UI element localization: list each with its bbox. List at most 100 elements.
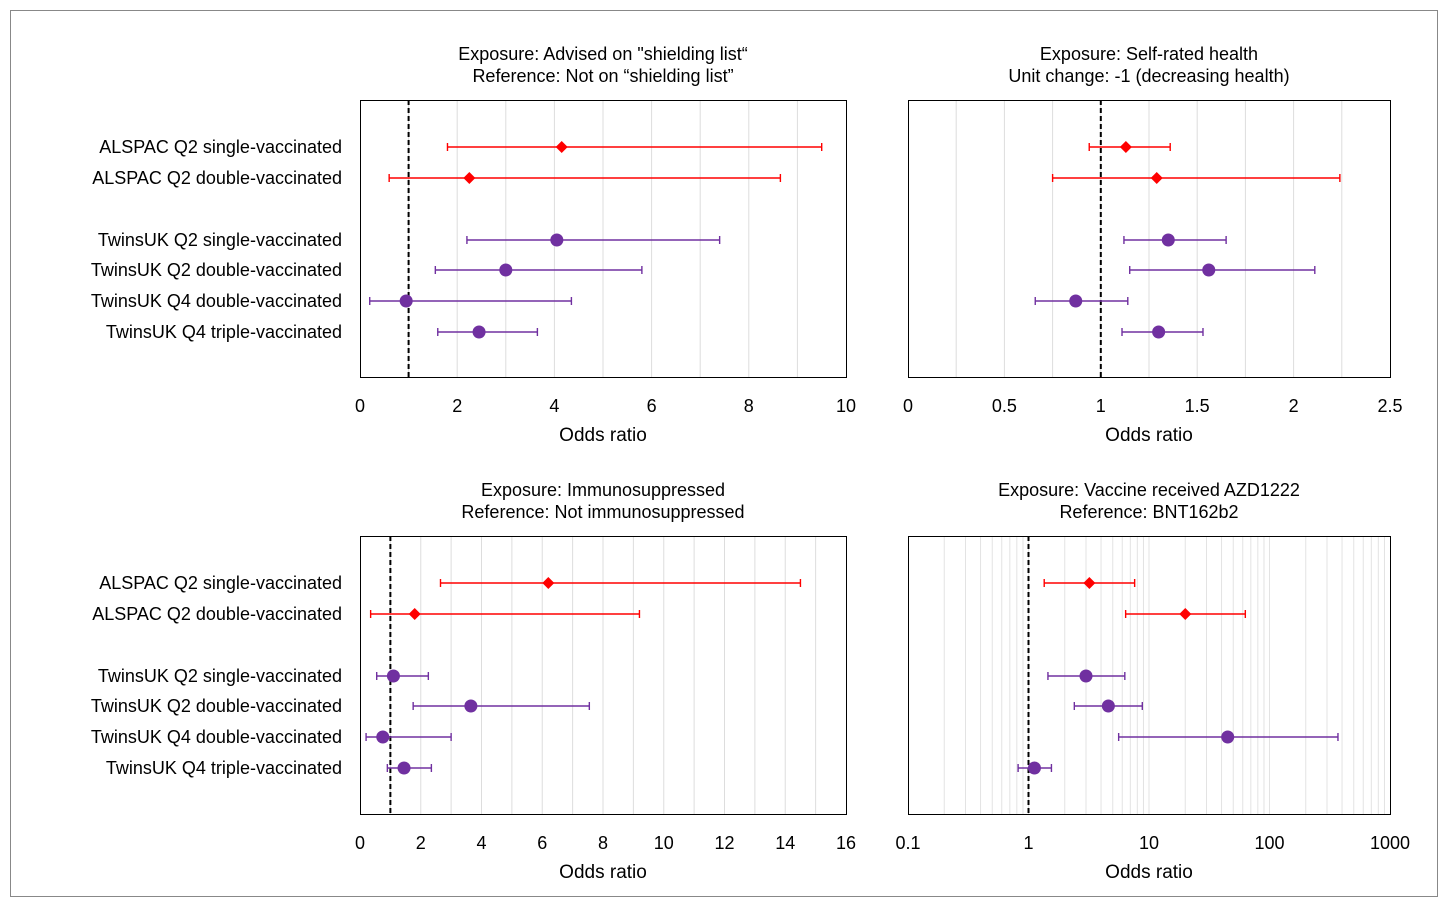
- row-label: ALSPAC Q2 single-vaccinated: [99, 573, 342, 593]
- x-tick-label: 2: [416, 833, 426, 853]
- point-marker-circle: [397, 761, 411, 775]
- chart-title-line-1: Exposure: Self-rated health: [1040, 44, 1258, 64]
- point-marker-diamond: [463, 172, 476, 184]
- data-point-group: [1043, 577, 1136, 589]
- x-tick-label: 0: [355, 833, 365, 853]
- x-tick-label: 0.5: [992, 396, 1017, 416]
- x-tick-label: 0: [355, 396, 365, 416]
- point-marker-circle: [376, 730, 390, 744]
- row-label: TwinsUK Q2 double-vaccinated: [91, 696, 342, 716]
- point-marker-circle: [1101, 699, 1115, 713]
- data-point-group: [1117, 730, 1339, 744]
- chart-title-line-2: Reference: Not on “shielding list”: [472, 66, 733, 86]
- row-label: TwinsUK Q4 double-vaccinated: [91, 291, 342, 311]
- row-label: ALSPAC Q2 single-vaccinated: [99, 137, 342, 157]
- plot-area-frame: [908, 536, 1391, 815]
- x-tick-label: 2: [452, 396, 462, 416]
- row-label: TwinsUK Q4 triple-vaccinated: [106, 322, 342, 342]
- x-axis-label: Odds ratio: [1105, 862, 1193, 883]
- row-label: TwinsUK Q4 double-vaccinated: [91, 727, 342, 747]
- data-point-group: [434, 263, 643, 277]
- row-label: TwinsUK Q2 single-vaccinated: [98, 230, 342, 250]
- data-point-group: [412, 699, 591, 713]
- x-tick-label: 16: [836, 833, 856, 853]
- row-label: ALSPAC Q2 double-vaccinated: [92, 168, 342, 188]
- data-point-group: [1088, 141, 1171, 153]
- x-tick-label: 8: [744, 396, 754, 416]
- x-tick-label: 1.5: [1185, 396, 1210, 416]
- data-point-group: [1121, 325, 1204, 339]
- data-point-group: [446, 141, 823, 153]
- plot-area-frame: [908, 100, 1391, 378]
- x-tick-label: 2: [1289, 396, 1299, 416]
- x-tick-label: 0: [903, 396, 913, 416]
- data-point-group: [1129, 263, 1316, 277]
- plot-area-frame: [360, 536, 847, 815]
- x-tick-label: 4: [549, 396, 559, 416]
- point-marker-circle: [1079, 669, 1093, 683]
- x-tick-label: 100: [1254, 833, 1284, 853]
- chart-title-line-1: Exposure: Immunosuppressed: [481, 480, 725, 500]
- data-point-group: [1034, 294, 1129, 308]
- x-tick-label: 10: [654, 833, 674, 853]
- x-tick-label: 10: [1139, 833, 1159, 853]
- point-marker-diamond: [542, 577, 555, 589]
- plot-area-frame: [360, 100, 847, 378]
- point-marker-diamond: [555, 141, 568, 153]
- chart-title-line-1: Exposure: Vaccine received AZD1222: [998, 480, 1300, 500]
- point-marker-circle: [550, 233, 564, 247]
- x-axis-label: Odds ratio: [559, 425, 647, 446]
- x-tick-label: 14: [775, 833, 795, 853]
- data-point-group: [1017, 761, 1053, 775]
- data-point-group: [388, 172, 782, 184]
- row-label: TwinsUK Q2 single-vaccinated: [98, 666, 342, 686]
- x-tick-label: 6: [537, 833, 547, 853]
- point-marker-diamond: [1083, 577, 1096, 589]
- point-marker-circle: [472, 325, 486, 339]
- row-label: TwinsUK Q4 triple-vaccinated: [106, 758, 342, 778]
- point-marker-circle: [399, 294, 413, 308]
- data-point-group: [1124, 608, 1247, 620]
- point-marker-circle: [1202, 263, 1216, 277]
- row-label: TwinsUK Q2 double-vaccinated: [91, 260, 342, 280]
- point-marker-circle: [464, 699, 478, 713]
- x-tick-label: 0.1: [895, 833, 920, 853]
- data-point-group: [1051, 172, 1341, 184]
- data-point-group: [1073, 699, 1144, 713]
- x-tick-label: 1: [1096, 396, 1106, 416]
- point-marker-diamond: [1179, 608, 1192, 620]
- point-marker-diamond: [408, 608, 421, 620]
- x-tick-label: 6: [647, 396, 657, 416]
- data-point-group: [1047, 669, 1126, 683]
- gridlines: [408, 100, 798, 377]
- x-tick-label: 1: [1023, 833, 1033, 853]
- data-point-group: [369, 608, 641, 620]
- point-marker-circle: [499, 263, 513, 277]
- data-point-group: [437, 325, 539, 339]
- x-tick-label: 12: [714, 833, 734, 853]
- x-tick-label: 10: [836, 396, 856, 416]
- x-tick-label: 8: [598, 833, 608, 853]
- chart-title-line-2: Reference: Not immunosuppressed: [461, 502, 744, 522]
- data-point-group: [466, 233, 721, 247]
- x-tick-label: 1000: [1370, 833, 1410, 853]
- chart-title-line-2: Reference: BNT162b2: [1059, 502, 1238, 522]
- x-axis-label: Odds ratio: [1105, 425, 1193, 446]
- x-axis-label: Odds ratio: [559, 862, 647, 883]
- data-point-group: [369, 294, 573, 308]
- chart-panel-4: Exposure: Vaccine received AZD1222Refere…: [895, 480, 1410, 883]
- chart-title-line-1: Exposure: Advised on "shielding list“: [458, 44, 748, 64]
- data-point-group: [1123, 233, 1227, 247]
- x-tick-label: 4: [476, 833, 486, 853]
- point-marker-circle: [1069, 294, 1083, 308]
- chart-title-line-2: Unit change: -1 (decreasing health): [1008, 66, 1289, 86]
- point-marker-diamond: [1119, 141, 1132, 153]
- chart-panel-1: Exposure: Advised on "shielding list“Ref…: [91, 44, 856, 446]
- point-marker-circle: [1221, 730, 1235, 744]
- point-marker-circle: [1161, 233, 1175, 247]
- data-point-group: [386, 761, 433, 775]
- point-marker-circle: [1152, 325, 1166, 339]
- data-point-group: [376, 669, 430, 683]
